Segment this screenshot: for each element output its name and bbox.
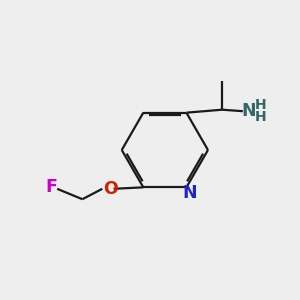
Text: H: H (255, 98, 266, 112)
Text: N: N (183, 184, 197, 202)
Text: N: N (241, 102, 256, 120)
Text: O: O (103, 180, 118, 198)
Text: H: H (255, 110, 266, 124)
Text: F: F (46, 178, 58, 196)
